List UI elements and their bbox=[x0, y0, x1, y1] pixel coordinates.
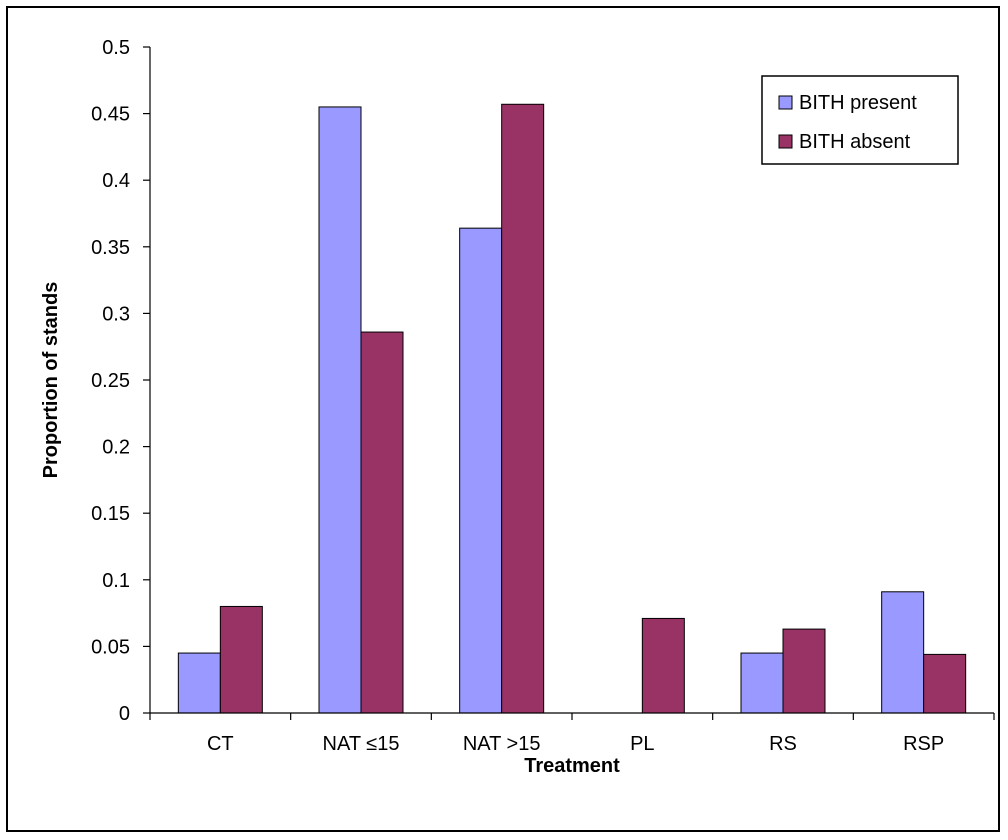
bar-absent-3 bbox=[641, 617, 685, 714]
bar-present-4 bbox=[740, 652, 784, 714]
legend-swatch-present bbox=[778, 95, 793, 110]
x-tick-label: NAT >15 bbox=[463, 733, 541, 755]
bar-present-0 bbox=[177, 652, 221, 714]
x-tick-label: RS bbox=[769, 733, 797, 755]
x-tick-label: RSP bbox=[903, 733, 944, 755]
bars-group bbox=[177, 103, 967, 714]
bar-absent-0 bbox=[219, 605, 263, 714]
y-axis-title: Proportion of stands bbox=[40, 282, 62, 479]
legend: BITH present BITH absent bbox=[761, 75, 959, 165]
legend-label-absent: BITH absent bbox=[799, 131, 911, 153]
y-tick-label: 0.5 bbox=[102, 37, 130, 59]
y-tick-label: 0.3 bbox=[102, 303, 130, 325]
legend-swatch-absent bbox=[778, 134, 793, 149]
y-tick-label: 0.25 bbox=[91, 370, 130, 392]
y-tick-label: 0.45 bbox=[91, 104, 130, 126]
y-tick-label: 0.4 bbox=[102, 170, 130, 192]
ticks-group: 0 0.05 0.1 0.15 0.2 0.25 0.3 0.35 0.4 0.45 0.5 CT NA… bbox=[91, 37, 995, 755]
y-tick-label: 0 bbox=[119, 703, 130, 725]
bar-absent-4 bbox=[782, 628, 826, 714]
y-tick-label: 0.1 bbox=[102, 570, 130, 592]
x-tick-label: PL bbox=[630, 733, 654, 755]
y-tick-label: 0.05 bbox=[91, 636, 130, 658]
x-tick-label: CT bbox=[207, 733, 234, 755]
bar-present-2 bbox=[459, 227, 503, 714]
bar-present-1 bbox=[318, 106, 362, 714]
y-tick-label: 0.2 bbox=[102, 437, 130, 459]
legend-box bbox=[761, 75, 959, 165]
y-tick-label: 0.15 bbox=[91, 503, 130, 525]
x-axis-title: Treatment bbox=[524, 755, 620, 777]
bar-absent-1 bbox=[360, 331, 404, 714]
bar-absent-2 bbox=[501, 103, 545, 714]
bar-absent-5 bbox=[923, 653, 967, 714]
bar-present-5 bbox=[881, 591, 925, 714]
legend-label-present: BITH present bbox=[799, 92, 917, 114]
x-tick-label: NAT ≤15 bbox=[323, 733, 400, 755]
y-tick-label: 0.35 bbox=[91, 237, 130, 259]
